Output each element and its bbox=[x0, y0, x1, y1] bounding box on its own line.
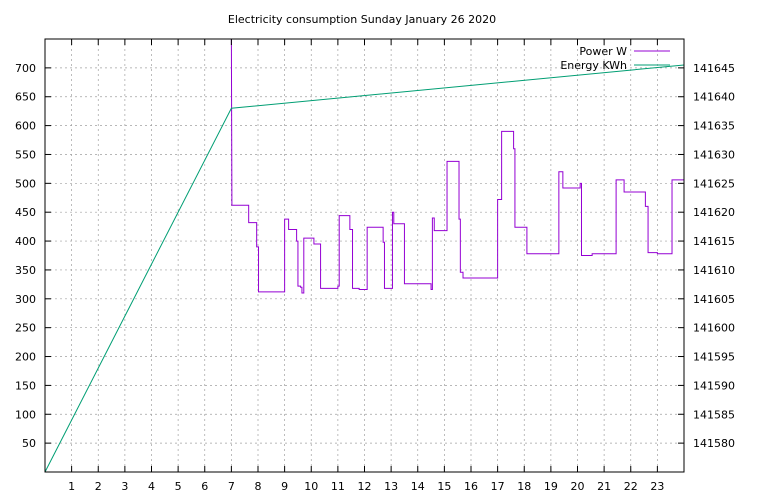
x-tick-label: 18 bbox=[517, 480, 531, 493]
y-tick-label: 250 bbox=[15, 322, 36, 335]
x-tick-label: 8 bbox=[255, 480, 262, 493]
y2-tick-label: 141620 bbox=[693, 206, 735, 219]
y2-tick-label: 141630 bbox=[693, 148, 735, 161]
legend-label: Energy KWh bbox=[560, 59, 627, 72]
grid bbox=[45, 39, 684, 472]
x-tick-label: 7 bbox=[228, 480, 235, 493]
y-tick-label: 300 bbox=[15, 293, 36, 306]
y-tick-label: 450 bbox=[15, 206, 36, 219]
y2-tick-label: 141585 bbox=[693, 408, 735, 421]
x-tick-label: 4 bbox=[148, 480, 155, 493]
y2-tick-label: 141590 bbox=[693, 379, 735, 392]
x-tick-label: 10 bbox=[304, 480, 318, 493]
plot-area bbox=[44, 38, 685, 473]
y-tick-label: 700 bbox=[15, 62, 36, 75]
x-tick-label: 2 bbox=[95, 480, 102, 493]
y-tick-label: 150 bbox=[15, 379, 36, 392]
x-tick-label: 13 bbox=[384, 480, 398, 493]
x-tick-label: 14 bbox=[411, 480, 425, 493]
x-tick-label: 16 bbox=[464, 480, 478, 493]
y-tick-label: 400 bbox=[15, 235, 36, 248]
y-tick-label: 50 bbox=[22, 437, 36, 450]
y-tick-label: 350 bbox=[15, 264, 36, 277]
y2-tick-label: 141595 bbox=[693, 351, 735, 364]
y-tick-label: 500 bbox=[15, 177, 36, 190]
x-tick-label: 22 bbox=[624, 480, 638, 493]
y2-tick-label: 141610 bbox=[693, 264, 735, 277]
y2-tick-label: 141625 bbox=[693, 177, 735, 190]
series-line-power-w bbox=[230, 38, 684, 294]
y-tick-label: 600 bbox=[15, 120, 36, 133]
y2-tick-label: 141640 bbox=[693, 91, 735, 104]
y-tick-label: 550 bbox=[15, 148, 36, 161]
y2-tick-label: 141635 bbox=[693, 120, 735, 133]
axes: 1 2 3 4 5 6 7 8 9 10 11 12 13 14 15 16 17 18 19 20 21 22 23501… bbox=[15, 39, 735, 493]
x-tick-label: 1 bbox=[68, 480, 75, 493]
chart-title: Electricity consumption Sunday January 2… bbox=[228, 13, 496, 26]
y2-tick-label: 141600 bbox=[693, 322, 735, 335]
x-tick-label: 9 bbox=[281, 480, 288, 493]
x-tick-label: 17 bbox=[491, 480, 505, 493]
x-tick-label: 20 bbox=[571, 480, 585, 493]
x-tick-label: 23 bbox=[650, 480, 664, 493]
x-tick-label: 15 bbox=[437, 480, 451, 493]
y-tick-label: 650 bbox=[15, 91, 36, 104]
x-tick-label: 19 bbox=[544, 480, 558, 493]
y2-tick-label: 141615 bbox=[693, 235, 735, 248]
y-tick-label: 100 bbox=[15, 408, 36, 421]
y2-tick-label: 141605 bbox=[693, 293, 735, 306]
y-tick-label: 200 bbox=[15, 351, 36, 364]
series-line-energy-kwh bbox=[44, 64, 685, 473]
x-tick-label: 3 bbox=[121, 480, 128, 493]
x-tick-label: 11 bbox=[331, 480, 345, 493]
y2-tick-label: 141645 bbox=[693, 62, 735, 75]
y2-tick-label: 141580 bbox=[693, 437, 735, 450]
x-tick-label: 12 bbox=[358, 480, 372, 493]
legend-label: Power W bbox=[579, 45, 627, 58]
x-tick-label: 21 bbox=[597, 480, 611, 493]
x-tick-label: 6 bbox=[201, 480, 208, 493]
x-tick-label: 5 bbox=[175, 480, 182, 493]
